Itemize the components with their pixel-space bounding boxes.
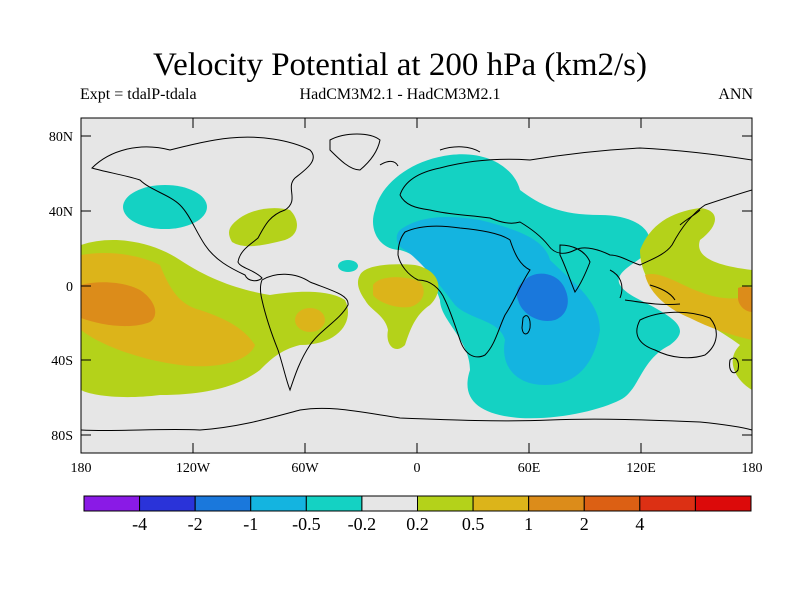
negative-anomaly-atlantic [338,260,358,272]
model-label: HadCM3M2.1 - HadCM3M2.1 [299,86,501,103]
lon-label-120e: 120E [626,461,656,476]
positive-anomaly-west-pacific-strong [738,286,752,312]
negative-anomaly-moderate [396,217,600,385]
colorbar-label: 0.2 [406,514,429,534]
colorbar-swatch [639,495,696,512]
colorbar-swatch [583,495,641,512]
lat-label-80s: 80S [51,429,73,444]
lon-label-180e: 180 [742,461,763,476]
negative-anomaly-strong [516,273,568,321]
colorbar-label: -2 [188,514,203,534]
positive-anomaly-pacific-strong [81,282,156,327]
colorbar [83,495,752,512]
map-panel [81,118,752,453]
lon-label-60w: 60W [291,461,319,476]
positive-anomaly-south-america [295,308,325,332]
colorbar-swatch [139,495,196,512]
colorbar-label: -0.5 [292,514,321,534]
season-label: ANN [718,86,753,103]
colorbar-swatch [361,495,419,512]
lat-label-40n: 40N [49,205,73,220]
colorbar-labels: -4 -2 -1 -0.5 -0.2 0.2 0.5 1 2 4 [132,514,644,534]
lon-label-60e: 60E [518,461,541,476]
colorbar-swatch [528,495,585,512]
colorbar-swatch [472,495,530,512]
colorbar-swatch [694,495,752,512]
colorbar-swatch [194,495,252,512]
colorbar-label: 1 [524,514,533,534]
colorbar-label: 0.5 [462,514,485,534]
positive-anomaly-north-america [229,208,297,247]
colorbar-label: 4 [635,514,644,534]
positive-anomaly-atlantic-moderate [373,277,424,308]
colorbar-swatch [250,495,307,512]
experiment-label: Expt = tdalP-tdala [80,86,197,103]
colorbar-label: -4 [132,514,147,534]
colorbar-swatch [83,495,141,512]
lon-label-0: 0 [414,461,421,476]
lon-label-120w: 120W [176,461,211,476]
coastlines [81,133,752,432]
lat-axis: 80N 40N 0 40S 80S [49,130,752,444]
negative-anomaly-north-pacific [123,185,207,229]
lon-label-180w: 180 [71,461,92,476]
lat-label-0: 0 [66,280,73,295]
positive-anomaly-pacific-moderate [81,253,255,367]
lat-label-40s: 40S [51,354,73,369]
colorbar-label: 2 [580,514,589,534]
plot-title: Velocity Potential at 200 hPa (km2/s) [152,47,648,83]
colorbar-label: -1 [243,514,258,534]
lat-label-80n: 80N [49,130,73,145]
lon-axis: 180 120W 60W 0 60E 120E 180 [71,118,763,476]
colorbar-swatch [417,495,474,512]
colorbar-label: -0.2 [348,514,377,534]
positive-anomaly-west-pacific-moderate [645,273,752,340]
colorbar-swatch [305,495,363,512]
